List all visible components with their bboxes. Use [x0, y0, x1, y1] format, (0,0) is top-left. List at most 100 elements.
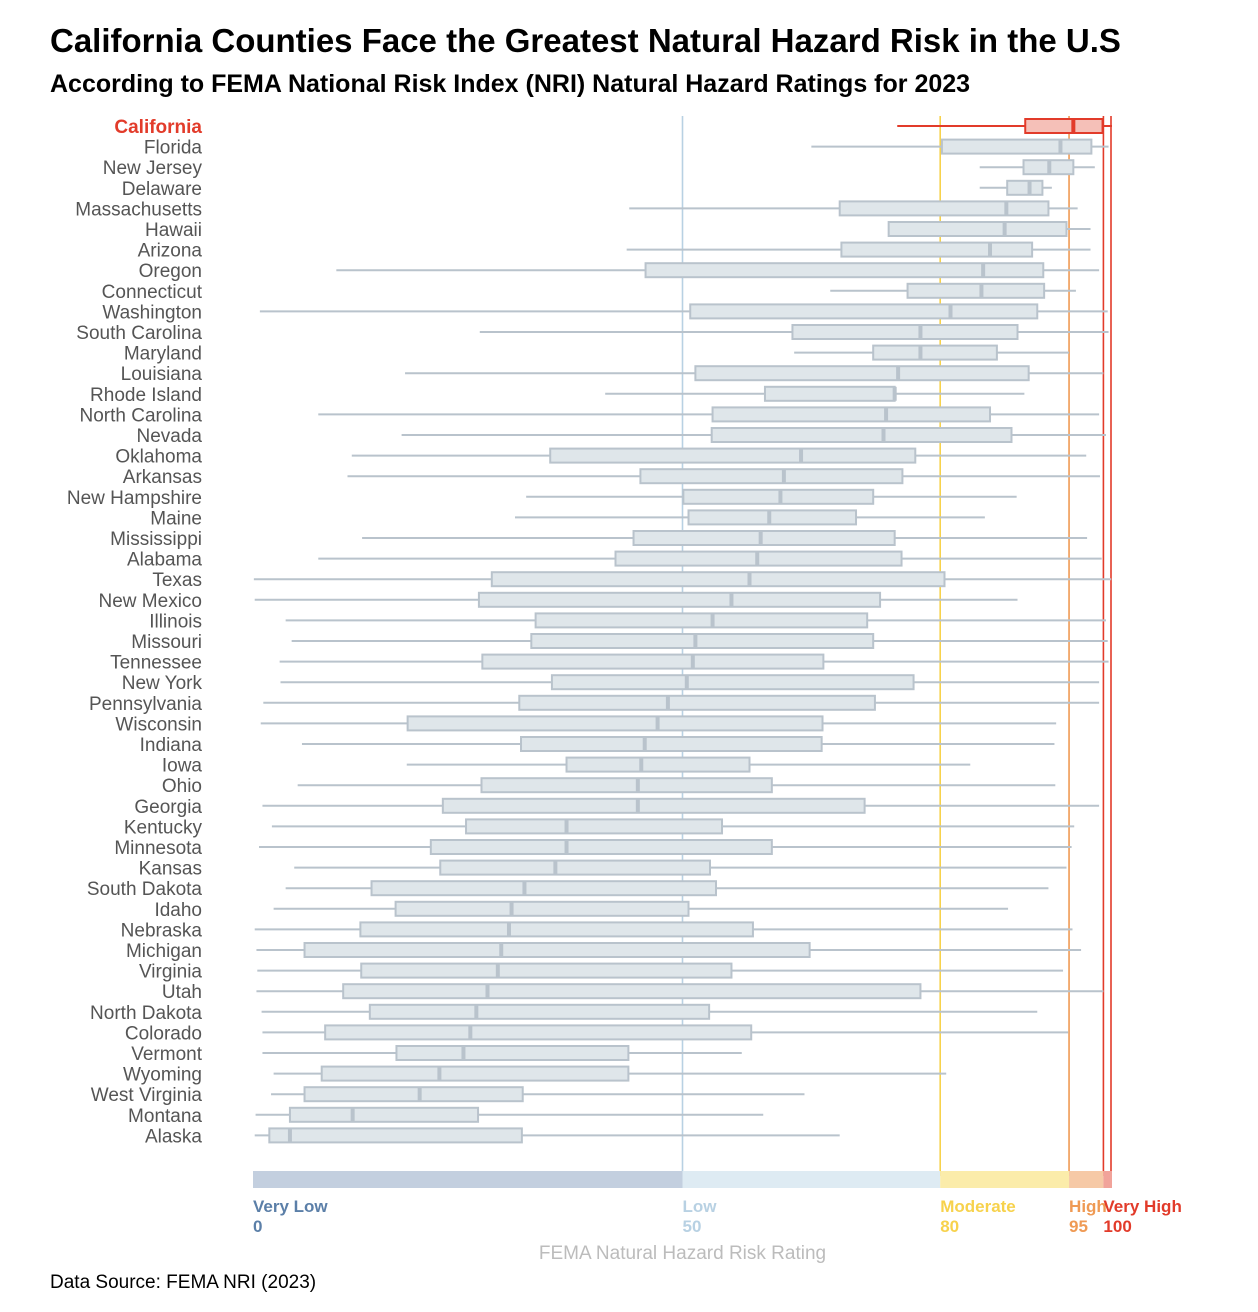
state-row: Tennessee	[110, 653, 1109, 674]
state-row: Georgia	[134, 797, 1100, 818]
band-name: Moderate	[940, 1197, 1016, 1216]
iqr-box	[644, 262, 1045, 279]
band-segment-0	[253, 1171, 683, 1188]
iqr-box	[439, 859, 711, 876]
state-label: Oregon	[139, 261, 202, 282]
state-label: New Mexico	[99, 591, 202, 612]
state-row: Colorado	[125, 1023, 1069, 1044]
state-label: Alaska	[145, 1126, 202, 1147]
iqr-box	[632, 530, 896, 546]
state-row: Rhode Island	[90, 385, 1025, 406]
state-label: Maryland	[124, 344, 202, 365]
state-row: Minnesota	[114, 838, 1072, 859]
state-label: North Dakota	[90, 1003, 202, 1024]
state-row: Washington	[102, 302, 1108, 323]
iqr-box	[1024, 118, 1104, 134]
iqr-box	[268, 1127, 523, 1144]
iqr-box	[838, 200, 1050, 217]
x-axis-title: FEMA Natural Hazard Risk Rating	[539, 1243, 826, 1264]
state-row: Illinois	[149, 611, 1106, 632]
state-row: Delaware	[122, 179, 1052, 200]
state-row: West Virginia	[91, 1085, 805, 1106]
state-label: Delaware	[122, 179, 202, 200]
iqr-box	[550, 674, 915, 691]
iqr-box	[711, 406, 992, 423]
iqr-box	[518, 694, 876, 711]
state-row: Utah	[162, 982, 1104, 1003]
state-label: Massachusetts	[75, 199, 202, 220]
iqr-box	[477, 591, 882, 608]
iqr-box	[520, 736, 823, 752]
iqr-box	[694, 365, 1030, 382]
state-row: Oregon	[139, 261, 1100, 282]
state-label: Mississippi	[110, 529, 202, 550]
iqr-box	[549, 447, 917, 464]
iqr-box	[639, 468, 904, 485]
state-label: South Dakota	[87, 879, 203, 900]
state-row: Oklahoma	[115, 447, 1087, 468]
state-label: Texas	[152, 570, 202, 591]
state-row: Virginia	[139, 962, 1064, 983]
state-label: Minnesota	[114, 838, 202, 859]
state-label: Florida	[144, 138, 203, 159]
band-tick: 100	[1103, 1217, 1131, 1236]
iqr-box	[1006, 179, 1044, 196]
state-row: Alaska	[145, 1126, 840, 1147]
state-row: Texas	[152, 570, 1112, 591]
state-row: Arkansas	[123, 467, 1100, 488]
state-label: California	[114, 117, 202, 138]
band-name: Low	[683, 1197, 718, 1216]
state-row: Maine	[150, 508, 985, 529]
iqr-box	[406, 715, 824, 732]
iqr-box	[395, 1045, 630, 1061]
iqr-box	[791, 324, 1019, 340]
state-row: Mississippi	[110, 529, 1088, 550]
state-label: Idaho	[154, 900, 202, 921]
band-tick: 0	[253, 1217, 262, 1236]
state-row: Pennsylvania	[89, 694, 1100, 715]
state-label: Virginia	[139, 962, 202, 983]
state-label: Michigan	[126, 941, 202, 962]
state-row: Alabama	[127, 550, 1102, 571]
state-row: Michigan	[126, 941, 1082, 962]
state-row: Indiana	[140, 735, 1055, 756]
state-row: Kentucky	[124, 817, 1075, 838]
state-label: Kentucky	[124, 817, 203, 838]
state-row: New Jersey	[103, 158, 1095, 179]
iqr-box	[359, 921, 754, 938]
iqr-box	[288, 1106, 480, 1123]
state-row: Nebraska	[121, 920, 1073, 941]
band-name: Very High	[1103, 1197, 1181, 1216]
state-row: South Carolina	[76, 323, 1109, 344]
state-row: Vermont	[131, 1044, 742, 1065]
iqr-box	[342, 983, 922, 1000]
band-tick: 80	[940, 1217, 959, 1236]
iqr-box	[872, 344, 998, 361]
state-label: Montana	[128, 1106, 202, 1127]
state-label: Kansas	[139, 859, 202, 880]
band-tick: 95	[1069, 1217, 1088, 1236]
iqr-box	[840, 241, 1034, 258]
state-label: New Jersey	[103, 158, 203, 179]
state-row: Wisconsin	[115, 714, 1057, 735]
state-label: Nebraska	[121, 920, 203, 941]
state-label: Indiana	[140, 735, 203, 756]
state-row: California	[114, 117, 1112, 138]
state-label: Alabama	[127, 550, 202, 571]
iqr-box	[303, 1086, 524, 1103]
iqr-box	[370, 880, 718, 897]
state-label: Wyoming	[123, 1065, 202, 1086]
state-label: Louisiana	[121, 364, 203, 385]
state-row: Iowa	[162, 756, 971, 777]
iqr-box	[490, 571, 946, 588]
state-label: Iowa	[162, 756, 203, 777]
iqr-box	[320, 1065, 630, 1082]
state-row: Wyoming	[123, 1065, 947, 1086]
state-label: Nevada	[137, 426, 203, 447]
state-row: Hawaii	[145, 220, 1091, 241]
iqr-box	[710, 427, 1013, 443]
state-row: Maryland	[124, 344, 1070, 365]
